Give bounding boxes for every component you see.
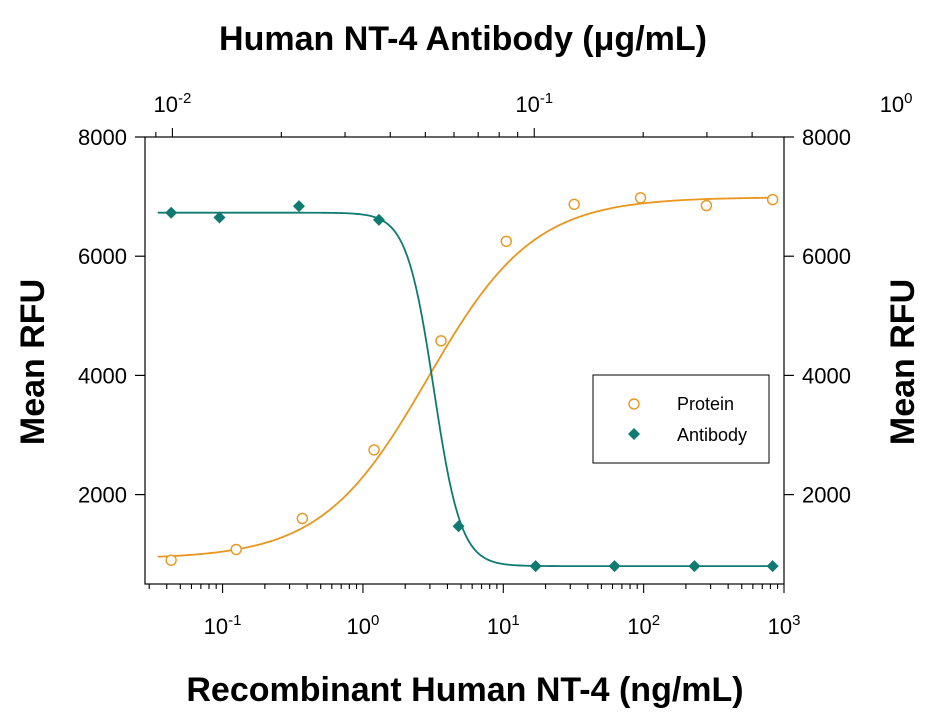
legend-label-antibody: Antibody: [677, 425, 747, 445]
data-point-antibody: [452, 520, 465, 533]
y-tick-label-right: 8000: [802, 125, 851, 150]
top-x-axis-tick-label: 10-2: [153, 90, 191, 117]
y-tick-label-left: 4000: [78, 363, 127, 388]
y-tick-label-left: 8000: [78, 125, 127, 150]
data-point-protein: [296, 512, 309, 525]
y-tick-label-right: 6000: [802, 244, 851, 269]
y-axis-title-right: Mean RFU: [884, 279, 922, 445]
x-axis-tick-label: 102: [627, 612, 660, 639]
y-tick-label-right: 4000: [802, 363, 851, 388]
legend-marker-protein: [628, 398, 640, 410]
legend-label-protein: Protein: [677, 394, 734, 414]
top-axis-title: Human NT-4 Antibody (μg/mL): [219, 20, 707, 58]
x-axis-tick-label: 100: [347, 612, 380, 639]
data-point-antibody: [213, 211, 226, 224]
data-point-protein: [435, 335, 447, 347]
data-point-antibody: [608, 560, 621, 573]
fit-curve-antibody: [157, 211, 769, 568]
legend-marker-antibody: [628, 428, 640, 440]
data-point-antibody: [165, 206, 178, 219]
y-tick-label-left: 6000: [78, 244, 127, 269]
data-point-antibody: [372, 213, 385, 226]
y-tick-label-right: 2000: [802, 483, 851, 508]
data-point-protein: [165, 554, 177, 566]
data-point-protein: [500, 235, 512, 248]
legend-box: [592, 374, 770, 464]
fit-curve-protein: [157, 196, 769, 558]
x-axis-tick-label: 103: [768, 612, 801, 639]
data-point-antibody: [688, 560, 701, 573]
legend: Protein Antibody: [592, 374, 770, 464]
data-point-protein: [568, 198, 580, 211]
data-point-protein: [700, 199, 713, 212]
top-x-axis-tick-label: 100: [880, 90, 913, 117]
data-point-antibody: [529, 560, 542, 573]
data-point-protein: [230, 543, 242, 556]
y-axis-title-left: Mean RFU: [14, 279, 52, 445]
top-x-axis-tick-label: 10-1: [515, 90, 553, 117]
data-point-protein: [634, 192, 647, 204]
data-point-protein: [368, 444, 380, 456]
x-axis-tick-label: 101: [487, 612, 520, 639]
x-axis-tick-label: 10-1: [204, 612, 242, 639]
y-tick-label-left: 2000: [78, 483, 127, 508]
data-point-antibody: [766, 560, 779, 573]
x-axis-title: Recombinant Human NT-4 (ng/mL): [186, 671, 743, 709]
data-point-protein: [766, 193, 779, 206]
plot-area: [144, 136, 785, 585]
data-point-antibody: [292, 200, 305, 213]
